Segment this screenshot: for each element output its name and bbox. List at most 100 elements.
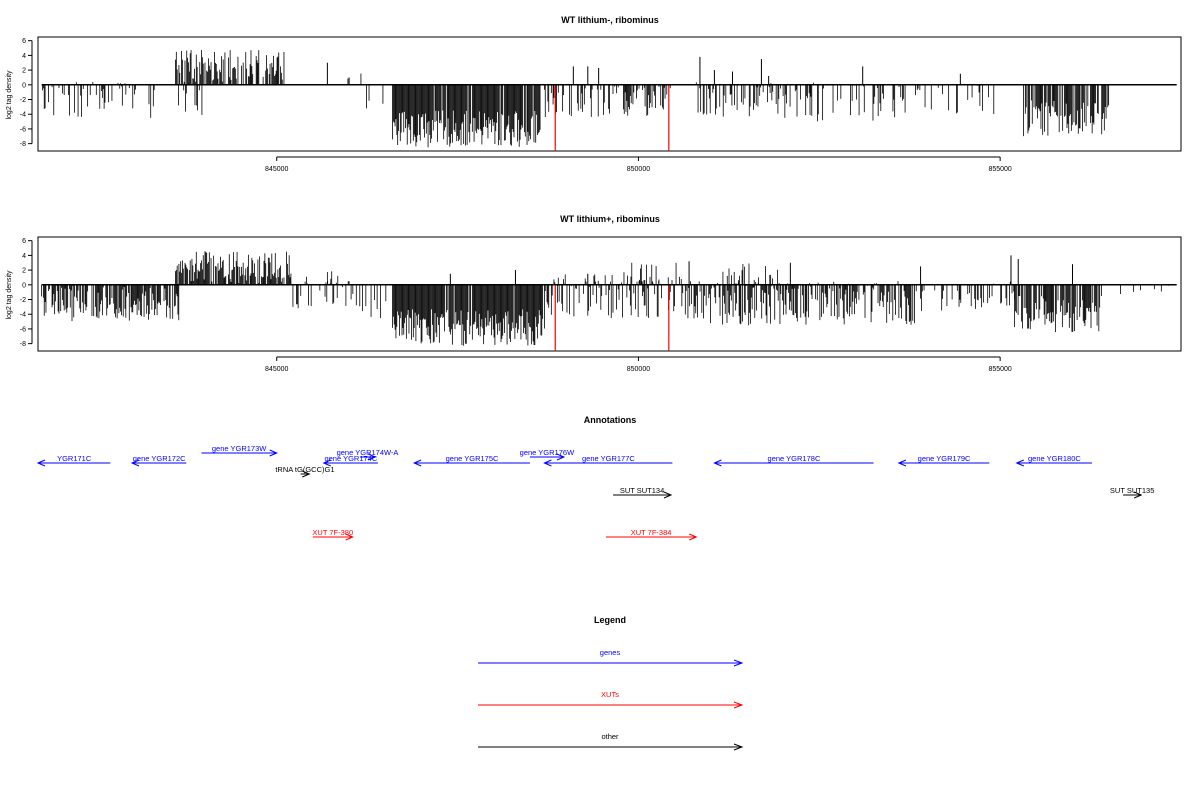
marker-layer [554,84,670,151]
track-lithium-plus: WT lithium+, ribominus log2 tag density … [6,214,1182,373]
y-tick-label: 2 [22,268,26,275]
y-axis: 6 4 2 0 -2 -4 -6 -8 [20,238,33,348]
annotation-feature: tRNA tG(GCC)G1 [275,465,335,478]
y-tick-label: 4 [22,53,26,60]
annotation-feature: SUT SUT134 [613,486,673,499]
legend-panel: Legend genes XUTs other [478,615,744,751]
legend-item: genes [478,648,744,667]
annotation-feature: gene YGR178C [713,454,874,467]
arrow-head-icon [733,659,744,667]
legend-label: other [601,732,619,741]
x-axis: 845000 850000 855000 [265,156,1012,173]
strand-arrow-icon [543,459,552,467]
feature-label: gene YGR178C [768,454,821,463]
arrow-head-icon [733,701,744,709]
y-tick-label: -2 [20,97,26,104]
feature-label: gene YGR176W [520,448,575,457]
legend-item: XUTs [478,690,744,709]
annotation-feature: gene YGR175C [412,454,530,467]
y-tick-label: 2 [22,68,26,75]
annotation-feature: gene YGR174W-A [337,448,399,461]
feature-label: XUT 7F-380 [312,528,353,537]
y-tick-label: 6 [22,38,26,45]
y-tick-label: 6 [22,238,26,245]
legend-label: XUTs [601,690,619,699]
strand-arrow-icon [367,453,377,461]
strand-arrow-icon [345,533,354,541]
track-lithium-minus: WT lithium-, ribominus log2 tag density … [6,15,1182,173]
annotation-feature: gene YGR174C [322,454,379,467]
y-tick-label: -4 [20,112,26,119]
annotation-feature: gene YGR173W [201,444,278,457]
annotation-feature: gene YGR180C [1015,454,1093,467]
feature-label: gene YGR174W-A [337,448,399,457]
legend-item: other [478,732,744,751]
feature-label: gene YGR180C [1028,454,1081,463]
y-tick-label: -6 [20,326,26,333]
legend-items: genes XUTs other [478,648,744,751]
feature-label: gene YGR174C [324,454,377,463]
strand-arrow-icon [1015,459,1024,467]
annotation-items: YGR171C gene YGR172C gene YGR173W gene YGR1… [36,444,1154,541]
plot-frame [37,36,1182,152]
bar-layer [42,49,1110,148]
feature-label: gene YGR175C [446,454,499,463]
marker-layer [554,284,670,351]
strand-arrow-icon [269,449,278,457]
feature-label: gene YGR177C [582,454,635,463]
y-tick-label: -6 [20,126,26,133]
annotation-feature: gene YGR177C [543,454,673,467]
y-tick-label: 0 [22,282,26,289]
annotation-feature: XUT 7F-380 [312,528,354,541]
y-tick-label: 0 [22,82,26,89]
strand-arrow-icon [412,459,422,467]
annotation-feature: YGR171C [36,454,111,467]
plot-frame [37,236,1182,352]
feature-label: gene YGR172C [133,454,186,463]
y-tick-label: -4 [20,312,26,319]
x-tick-label: 845000 [265,366,288,373]
strand-arrow-icon [689,533,698,541]
track-title: WT lithium-, ribominus [561,15,659,25]
strand-arrow-icon [302,470,311,478]
legend-title: Legend [594,615,626,625]
strand-arrow-icon [322,459,331,467]
y-tick-label: -8 [20,341,26,348]
annotation-feature: SUT SUT135 [1110,486,1154,499]
arrow-head-icon [733,743,744,751]
annotation-feature: gene YGR176W [520,448,575,461]
y-axis: 6 4 2 0 -2 -4 -6 -8 [20,38,33,148]
annotation-feature: gene YGR172C [130,454,187,467]
bar-layer [41,251,1169,346]
strand-arrow-icon [663,491,673,499]
track-title: WT lithium+, ribominus [560,214,660,224]
annotations-title: Annotations [584,415,637,425]
strand-arrow-icon [897,459,907,467]
feature-label: gene YGR173W [212,444,267,453]
feature-label: tRNA tG(GCC)G1 [275,465,334,474]
x-tick-label: 850000 [627,166,650,173]
x-axis: 845000 850000 855000 [265,356,1012,373]
strand-arrow-icon [556,453,566,461]
y-axis-label: log2 tag density [6,270,13,320]
feature-label: YGR171C [57,454,92,463]
y-axis-label: log2 tag density [6,70,13,120]
feature-label: XUT 7F-384 [631,528,672,537]
strand-arrow-icon [130,459,140,467]
legend-label: genes [600,648,621,657]
x-tick-label: 855000 [988,366,1011,373]
feature-label: SUT SUT135 [1110,486,1154,495]
y-tick-label: -8 [20,141,26,148]
x-tick-label: 845000 [265,166,288,173]
x-tick-label: 855000 [988,166,1011,173]
annotation-feature: gene YGR179C [897,454,990,467]
annotations-panel: Annotations YGR171C gene YGR172C gene YGR1… [36,415,1154,541]
strand-arrow-icon [1134,491,1143,499]
annotation-feature: XUT 7F-384 [605,528,698,541]
feature-label: SUT SUT134 [620,486,664,495]
strand-arrow-icon [36,459,46,467]
x-tick-label: 850000 [627,366,650,373]
y-tick-label: 4 [22,253,26,260]
